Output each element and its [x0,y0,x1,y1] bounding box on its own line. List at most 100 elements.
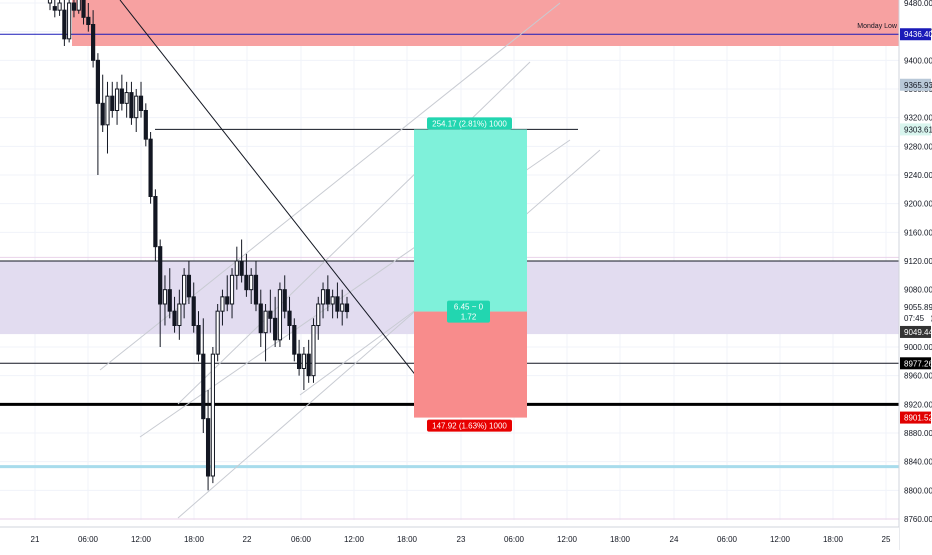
candle-body [172,310,177,326]
candle [210,347,215,484]
candle [335,282,340,319]
candle-body [167,289,172,312]
candle-body [201,353,206,420]
candle-body [47,0,53,4]
x-tick-label: 06:00 [78,535,99,544]
position-labels: 254.17 (2.81%) 1000 147.92 (1.63%) 1000 6.… [427,117,512,432]
candle [296,339,302,376]
candle [105,81,110,154]
candle [253,261,259,312]
price-tag: 07:45 [900,311,931,324]
candle-body [71,2,77,11]
x-tick-label: 18:00 [397,535,418,544]
candle-body [105,95,110,126]
position-stop-zone[interactable] [414,311,527,418]
candle-body [67,2,72,40]
x-tick-label: 12:00 [131,535,152,544]
candle-body [162,289,168,305]
candle [67,0,72,43]
candle-body [191,296,196,327]
ratio-label-text-2: 1.72 [461,313,477,322]
candle [172,296,177,333]
candle-body [119,88,124,104]
candle-body [129,92,134,119]
candle [201,318,206,433]
candle-body [182,274,187,305]
candle [162,275,168,326]
channel-line[interactable] [177,149,601,519]
candle-body [335,296,340,312]
candle [91,10,96,68]
price-tag: 8901.52 [900,411,932,424]
candle [220,289,225,326]
candle [244,253,249,297]
y-tick-label: 9000.00 [904,343,932,352]
price-tag: 9303.61 [900,123,932,136]
candle-body [287,310,292,326]
candle [47,0,53,11]
target-label-text: 254.17 (2.81%) 1000 [432,119,507,128]
candle [76,0,81,14]
y-tick-label: 8840.00 [904,458,932,467]
y-tick-label: 8880.00 [904,429,932,438]
y-tick-label: 9480.00 [904,0,932,8]
price-tag-bg [900,78,931,91]
candle-body [215,310,220,355]
x-tick-label: 06:00 [717,535,738,544]
x-tick-label: 23 [457,535,466,544]
y-tick-label: 9400.00 [904,56,932,65]
long-position-tool[interactable] [414,129,527,418]
candle-body [86,16,91,26]
candle-body [62,9,67,40]
candle-body [81,0,86,18]
x-tick-label: 18:00 [610,535,631,544]
candle [62,0,67,46]
x-tick-label: 12:00 [770,535,791,544]
y-axis-bg [899,0,932,550]
x-tick-label: 21 [31,535,40,544]
y-axis[interactable]: 9480.009440.009400.009360.009320.009280.… [898,0,932,550]
candle [344,296,350,319]
target-label: 254.17 (2.81%) 1000 [427,117,512,130]
candle [124,81,129,118]
candle [196,311,201,362]
x-tick-label: 12:00 [557,535,578,544]
candle-body [114,88,120,111]
candle [330,289,335,319]
candle [282,275,287,319]
candle-body [138,95,144,111]
candle-body [57,2,62,11]
x-tick-label: 06:00 [504,535,525,544]
price-tag-text: 8977.26 [904,359,932,368]
x-axis[interactable]: 21 06:00 12:00 18:00 22 06:00 12:00 18:00 23 06:0… [0,526,899,550]
downtrend-line[interactable] [119,0,444,411]
position-target-zone[interactable] [414,129,527,312]
candle [71,0,77,18]
candle-body [100,102,105,126]
y-tick-label: 9120.00 [904,257,932,266]
candle [263,304,268,362]
candle [177,289,182,340]
x-axis-bg [0,527,899,550]
y-tick-label: 9080.00 [904,286,932,295]
candles [47,0,350,491]
candle [205,390,211,491]
channel-line[interactable] [99,2,561,371]
candle [186,261,192,304]
ratio-label-text: 6.45 ~ 0 [454,303,484,312]
candle [258,289,263,347]
top-red-zone[interactable] [72,0,899,46]
candle-body [253,274,259,305]
y-tick-label: 8920.00 [904,400,932,409]
candle-body [296,353,302,369]
candle-body [177,303,182,326]
price-tag-bg [900,325,931,338]
candle [306,339,311,383]
candle [320,282,326,319]
price-tag-text: 07:45 [904,314,925,323]
candle [292,318,297,362]
candle-body [158,246,163,305]
candle-body [277,289,283,341]
